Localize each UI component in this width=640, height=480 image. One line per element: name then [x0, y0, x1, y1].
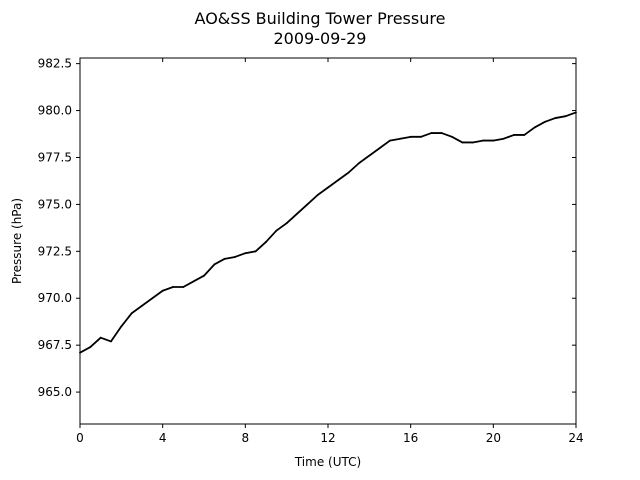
- data-point: [471, 141, 474, 144]
- data-point: [368, 154, 371, 157]
- data-point: [389, 139, 391, 142]
- data-point: [502, 137, 505, 140]
- data-point: [327, 186, 329, 189]
- x-axis-label: Time (UTC): [294, 455, 361, 469]
- data-point: [223, 257, 226, 260]
- data-point: [523, 134, 526, 136]
- x-tick-label: 16: [403, 431, 418, 445]
- data-point: [296, 212, 298, 215]
- data-point: [151, 297, 154, 300]
- data-point: [161, 289, 164, 292]
- data-point: [213, 263, 216, 266]
- data-point: [285, 222, 288, 225]
- data-point: [358, 162, 360, 165]
- chart-subtitle: 2009-09-29: [274, 29, 367, 48]
- plot-series-layer: [79, 111, 577, 354]
- data-point: [409, 135, 412, 138]
- y-tick-label: 982.5: [38, 57, 72, 71]
- y-tick-label: 970.0: [38, 291, 72, 305]
- y-tick-label: 967.5: [38, 338, 72, 352]
- y-axis-label: Pressure (hPa): [10, 198, 24, 284]
- data-point: [430, 132, 433, 134]
- data-point: [89, 346, 92, 348]
- y-tick-label: 965.0: [38, 385, 72, 399]
- x-tick-label: 20: [486, 431, 501, 445]
- data-point: [347, 171, 350, 174]
- data-point: [554, 117, 557, 119]
- data-point: [172, 286, 174, 288]
- data-point: [244, 252, 247, 255]
- y-tick-label: 975.0: [38, 197, 72, 211]
- x-tick-label: 4: [159, 431, 167, 445]
- y-tick-label: 977.5: [38, 150, 72, 164]
- data-point: [99, 336, 102, 339]
- data-point: [440, 132, 443, 134]
- data-point: [316, 194, 319, 196]
- data-point: [275, 229, 278, 232]
- data-point: [378, 147, 381, 149]
- data-point: [544, 120, 546, 123]
- x-tick-label: 24: [568, 431, 583, 445]
- y-axis-ticks: 965.0 967.5 970.0 972.5 975.0 977.5 980.0 982.5: [38, 57, 576, 399]
- y-tick-label: 972.5: [38, 244, 72, 258]
- data-point: [482, 139, 484, 142]
- data-point: [141, 304, 143, 307]
- data-point: [265, 241, 267, 243]
- plot-area-frame: [79, 57, 577, 425]
- x-tick-label: 12: [320, 431, 335, 445]
- x-tick-label: 0: [76, 431, 84, 445]
- data-point: [306, 203, 309, 206]
- data-point: [492, 139, 495, 142]
- data-point: [182, 286, 185, 288]
- data-point: [254, 250, 257, 253]
- data-point: [399, 137, 402, 140]
- data-point: [130, 312, 133, 315]
- data-point: [451, 135, 453, 138]
- chart-title: AO&SS Building Tower Pressure: [195, 9, 446, 28]
- x-tick-label: 8: [242, 431, 250, 445]
- data-point: [192, 280, 195, 283]
- data-point: [420, 135, 422, 138]
- data-point: [110, 340, 112, 343]
- data-point: [564, 115, 567, 118]
- data-point: [234, 256, 236, 258]
- x-axis-ticks: 0 4 8 12 16 20 24: [76, 58, 584, 445]
- data-point: [461, 141, 464, 144]
- data-point: [120, 325, 123, 328]
- y-tick-label: 980.0: [38, 104, 72, 118]
- data-point: [337, 179, 340, 181]
- data-point: [533, 126, 536, 129]
- data-point: [513, 134, 515, 136]
- data-point: [203, 274, 205, 277]
